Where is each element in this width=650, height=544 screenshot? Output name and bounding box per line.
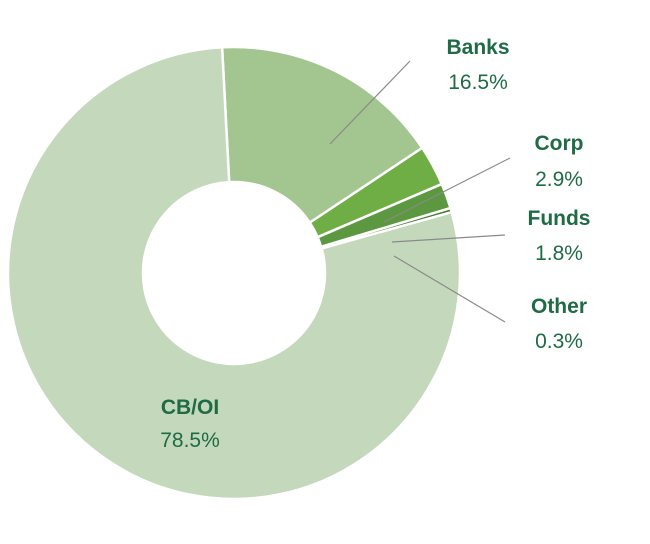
leader-line-funds (391, 234, 506, 243)
value-label-corp: 2.9% (535, 168, 583, 191)
slice-banks (220, 45, 424, 224)
value-label-cb-oi: 78.5% (160, 429, 220, 452)
leader-line-corp (383, 157, 511, 223)
label-cb-oi: CB/OI (161, 396, 219, 419)
value-label-funds: 1.8% (535, 242, 583, 265)
label-other: Other (531, 295, 587, 318)
slice-cb-oi (6, 46, 462, 501)
value-label-banks: 16.5% (448, 71, 508, 94)
label-corp: Corp (535, 132, 584, 155)
label-banks: Banks (446, 36, 509, 59)
leader-line-other (393, 255, 506, 323)
leader-line-banks (329, 60, 411, 145)
label-funds: Funds (528, 207, 591, 230)
value-label-other: 0.3% (535, 330, 583, 353)
